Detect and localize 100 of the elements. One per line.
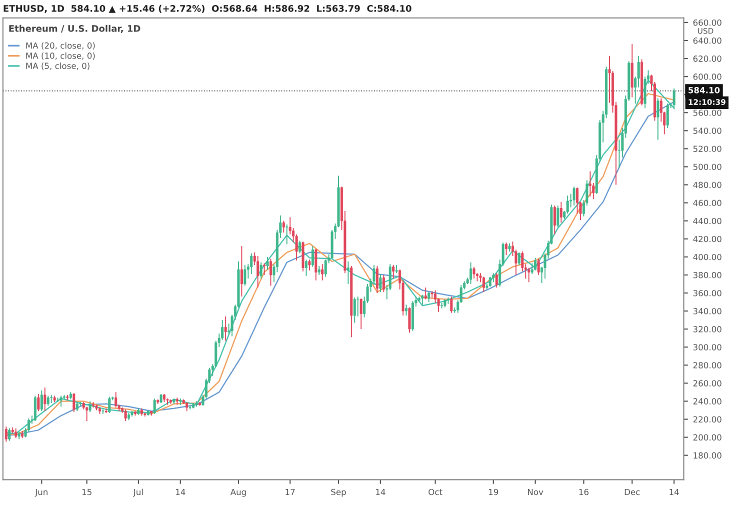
- y-tick-label: 280.00: [693, 362, 722, 368]
- x-tick-label: 14: [376, 488, 386, 496]
- candlestick: [160, 394, 162, 404]
- candlestick: [14, 428, 18, 439]
- candlestick: [588, 170, 592, 197]
- candlestick: [44, 387, 46, 412]
- x-tick-label: 15: [82, 488, 92, 496]
- y-tick-label: 660.00: [693, 19, 722, 26]
- candlestick: [114, 392, 118, 408]
- x-tick-label: 14: [670, 488, 679, 496]
- candlestick: [304, 259, 308, 276]
- candlestick: [108, 396, 111, 414]
- candlestick: [8, 428, 11, 442]
- candlestick: [428, 292, 430, 302]
- candlestick: [666, 103, 669, 128]
- candlestick: [256, 256, 260, 288]
- candlestick: [495, 272, 498, 288]
- candlestick: [528, 267, 530, 283]
- candlestick: [572, 186, 576, 206]
- y-tick-label: 240.00: [693, 398, 722, 404]
- candlestick: [224, 316, 227, 342]
- candlestick: [392, 264, 395, 280]
- ref-line-label: 584.10: [688, 87, 720, 94]
- candlestick: [286, 224, 288, 245]
- candlestick: [382, 274, 385, 293]
- candlestick: [186, 402, 188, 412]
- candlestick: [46, 395, 50, 406]
- y-tick-label: 260.00: [693, 380, 722, 386]
- candlestick: [72, 392, 76, 413]
- candlestick: [153, 398, 156, 414]
- x-tick-label: 17: [286, 488, 295, 496]
- y-tick-label: 440.00: [693, 218, 722, 224]
- x-tick-label: Jul: [133, 488, 143, 497]
- y-tick-label: 300.00: [693, 344, 722, 350]
- x-tick-label: 19: [488, 488, 498, 496]
- candlestick: [379, 274, 382, 293]
- candlestick: [421, 294, 424, 306]
- candlestick: [266, 256, 269, 270]
- candlestick: [314, 248, 318, 281]
- y-tick-label: 220.00: [693, 416, 722, 423]
- candlestick: [672, 88, 676, 110]
- candlestick: [240, 246, 243, 298]
- candlestick: [318, 265, 320, 276]
- candlestick: [346, 260, 350, 284]
- x-tick-label: Oct: [428, 488, 442, 496]
- text: Ethereum / U.S. Dollar, 1D: [9, 24, 140, 34]
- x-tick-label: Dec: [624, 488, 640, 496]
- x-tick-label: Sep: [331, 488, 346, 497]
- candlestick: [560, 201, 562, 224]
- y-tick-label: 360.00: [693, 290, 722, 296]
- y-tick-label: 640.00: [693, 37, 722, 44]
- y-tick-label: 400.00: [693, 254, 722, 260]
- candlestick: [76, 402, 78, 412]
- candlestick: [492, 272, 495, 283]
- y-tick-label: 480.00: [693, 182, 722, 188]
- candlestick: [556, 205, 560, 228]
- candlestick: [37, 394, 40, 412]
- candlestick: [4, 426, 8, 442]
- candlestick: [86, 406, 88, 422]
- candlestick: [505, 242, 508, 256]
- y-tick-label: 380.00: [693, 272, 722, 278]
- legend-label: MA (10, close, 0): [26, 52, 95, 60]
- y-tick-label: 200.00: [693, 434, 722, 441]
- y-tick-label: 420.00: [693, 236, 722, 242]
- candlestick: [88, 400, 92, 413]
- y-tick-label: 340.00: [693, 308, 722, 314]
- candlestick: [250, 252, 253, 275]
- candlestick: [488, 276, 492, 288]
- x-tick-label: 14: [176, 488, 186, 496]
- candlestick: [450, 296, 453, 314]
- candlestick: [408, 306, 411, 334]
- candlestick: [308, 259, 311, 271]
- x-tick-label: Jun: [34, 488, 48, 497]
- y-tick-label: 520.00: [693, 146, 722, 152]
- y-tick-label: 540.00: [693, 128, 722, 134]
- candlestick: [482, 276, 485, 293]
- x-tick-label: Aug: [230, 488, 246, 497]
- candlestick: [553, 205, 556, 235]
- candlestick: [353, 297, 356, 324]
- candlestick: [124, 408, 127, 422]
- y-tick-label: 460.00: [693, 200, 722, 206]
- y-tick-label: 500.00: [693, 164, 722, 170]
- legend-label: MA (20, close, 0): [26, 42, 95, 50]
- chart-title: ETHUSD, 1D 584.10 ▲ +15.46 (+2.72%) O:568.64 H:586.92 L:563.79 C:584.10: [4, 4, 412, 14]
- candlestick: [472, 266, 476, 280]
- candlestick: [656, 98, 660, 140]
- candlestick: [405, 304, 408, 316]
- y-tick-label: 180.00: [694, 452, 722, 459]
- candlestick: [470, 262, 472, 284]
- y-tick-label: 320.00: [693, 326, 722, 332]
- candlestick: [321, 264, 324, 281]
- candlestick: [311, 246, 314, 268]
- x-tick-label: 16: [579, 488, 588, 496]
- candlestick: [360, 298, 362, 330]
- candlestick: [376, 265, 378, 294]
- y-tick-label: 620.00: [693, 56, 722, 62]
- candlestick: [60, 395, 62, 408]
- candlestick: [537, 258, 540, 276]
- candlestick: [244, 264, 246, 286]
- candlestick: [518, 252, 520, 266]
